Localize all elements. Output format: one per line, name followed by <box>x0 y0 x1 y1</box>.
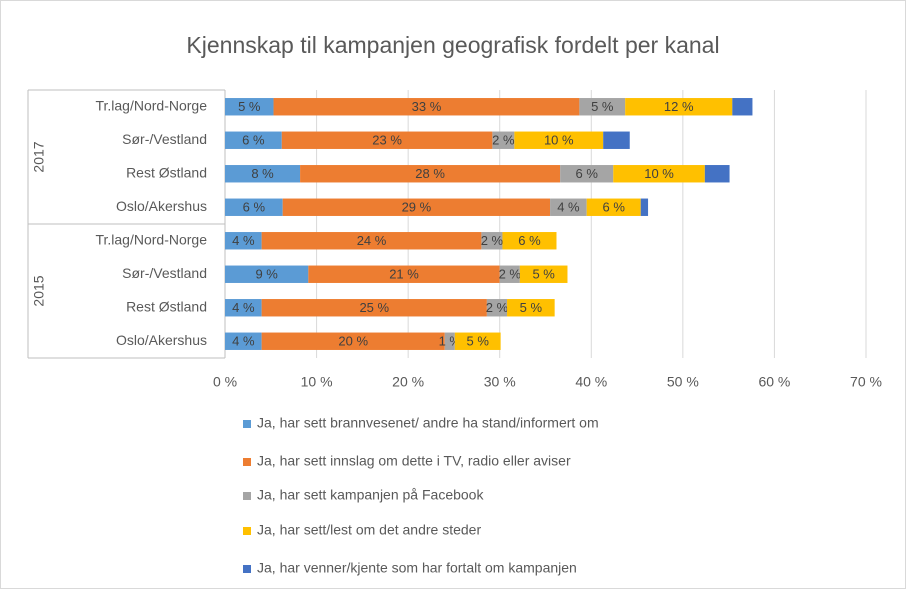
bar-segment <box>492 131 515 149</box>
bar-segment <box>300 165 561 183</box>
bar-segment <box>273 98 580 116</box>
bar-segment <box>225 265 309 283</box>
data-label: 2 % <box>481 233 504 248</box>
bar-segment <box>261 332 445 350</box>
bar-segment <box>579 98 626 116</box>
bar-segment <box>613 165 705 183</box>
data-label: 24 % <box>357 233 387 248</box>
data-label: 23 % <box>372 133 402 148</box>
bar-segment <box>550 198 587 216</box>
data-label: 4 % <box>232 233 255 248</box>
bar-segment <box>261 299 487 317</box>
legend-label: Ja, har sett innslag om dette i TV, radi… <box>257 453 571 469</box>
group-label: 2015 <box>31 275 47 306</box>
bar-segment <box>704 165 730 183</box>
bar-segment <box>586 198 641 216</box>
category-label: Rest Østland <box>126 164 207 180</box>
data-label: 4 % <box>557 200 580 215</box>
bar-segment <box>225 165 301 183</box>
legend-label: Ja, har sett kampanjen på Facebook <box>257 487 484 503</box>
data-label: 2 % <box>486 300 509 315</box>
group-label: 2017 <box>31 141 47 172</box>
x-tick-label: 70 % <box>850 374 882 390</box>
data-label: 29 % <box>402 200 432 215</box>
data-label: 6 % <box>243 200 266 215</box>
x-tick-label: 50 % <box>667 374 699 390</box>
x-tick-label: 40 % <box>575 374 607 390</box>
legend-swatch <box>243 492 251 500</box>
x-tick-label: 60 % <box>758 374 790 390</box>
data-label: 33 % <box>412 99 442 114</box>
x-tick-label: 20 % <box>392 374 424 390</box>
category-label: Rest Østland <box>126 298 207 314</box>
x-tick-label: 30 % <box>484 374 516 390</box>
data-label: 21 % <box>389 267 419 282</box>
bar-segment <box>225 332 262 350</box>
data-label: 25 % <box>359 300 389 315</box>
category-label: Tr.lag/Nord-Norge <box>95 97 207 113</box>
data-label: 4 % <box>232 334 255 349</box>
bar-segment <box>519 265 568 283</box>
data-label: 6 % <box>518 233 541 248</box>
legend-label: Ja, har sett/lest om det andre steder <box>257 522 481 538</box>
category-label: Oslo/Akershus <box>116 198 207 214</box>
data-label: 28 % <box>415 166 445 181</box>
data-label: 4 % <box>232 300 255 315</box>
category-label: Sør-/Vestland <box>122 265 207 281</box>
bar-segment <box>732 98 753 116</box>
data-label: 8 % <box>251 166 274 181</box>
bar-segment <box>225 131 282 149</box>
data-label: 6 % <box>242 133 265 148</box>
data-label: 10 % <box>644 166 674 181</box>
bar-segment <box>481 232 503 250</box>
legend-label: Ja, har venner/kjente som har fortalt om… <box>257 560 577 576</box>
legend-swatch <box>243 527 251 535</box>
bar-segment <box>625 98 733 116</box>
data-label: 5 % <box>520 300 543 315</box>
data-label: 9 % <box>255 267 278 282</box>
bar-segment <box>603 131 630 149</box>
bar-segment <box>640 198 649 216</box>
bar-segment <box>225 98 274 116</box>
bar-segment <box>225 198 283 216</box>
data-label: 5 % <box>238 99 261 114</box>
data-label: 12 % <box>664 99 694 114</box>
data-label: 10 % <box>544 133 574 148</box>
data-label: 20 % <box>338 334 368 349</box>
bar-segment <box>282 198 551 216</box>
bar-segment <box>560 165 614 183</box>
category-label: Sør-/Vestland <box>122 131 207 147</box>
legend-label: Ja, har sett brannvesenet/ andre ha stan… <box>257 415 599 431</box>
chart-title: Kjennskap til kampanjen geografisk forde… <box>186 32 719 58</box>
data-label: 5 % <box>532 267 555 282</box>
data-label: 6 % <box>576 166 599 181</box>
bar-segment <box>486 299 508 317</box>
category-label: Oslo/Akershus <box>116 332 207 348</box>
category-label: Tr.lag/Nord-Norge <box>95 231 207 247</box>
legend-swatch <box>243 458 251 466</box>
bar-segment <box>308 265 500 283</box>
data-label: 2 % <box>499 267 522 282</box>
x-tick-label: 0 % <box>213 374 237 390</box>
bar-segment <box>454 332 501 350</box>
legend-swatch <box>243 420 251 428</box>
data-label: 5 % <box>591 99 614 114</box>
legend-swatch <box>243 565 251 573</box>
data-label: 5 % <box>467 334 490 349</box>
bar-segment <box>499 265 520 283</box>
bar-segment <box>507 299 555 317</box>
bar-segment <box>225 232 262 250</box>
bar-segment <box>502 232 557 250</box>
bar-segment <box>281 131 493 149</box>
data-label: 2 % <box>492 133 515 148</box>
x-tick-label: 10 % <box>301 374 333 390</box>
bar-segment <box>261 232 482 250</box>
bar-segment <box>444 332 455 350</box>
data-label: 6 % <box>603 200 626 215</box>
bar-segment <box>225 299 262 317</box>
bar-segment <box>514 131 604 149</box>
